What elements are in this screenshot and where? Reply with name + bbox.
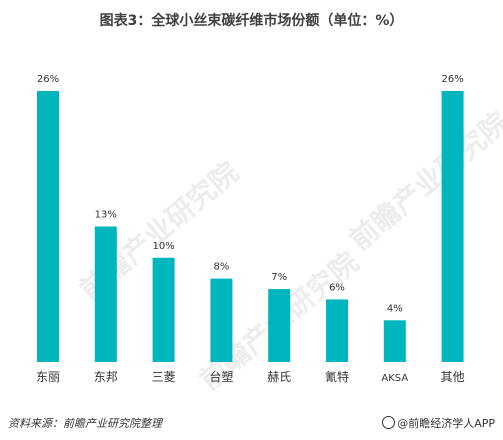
- category-label-2: 三菱: [152, 370, 176, 384]
- data-label-2: 10%: [152, 241, 174, 252]
- category-label-3: 台塑: [209, 369, 233, 384]
- bar-5: [326, 299, 348, 362]
- credit-text: @前瞻经济学人APP: [397, 417, 495, 430]
- data-label-3: 8%: [213, 262, 229, 273]
- category-label-0: 东丽: [36, 370, 60, 384]
- chart-title: 图表3：全球小丝束碳纤维市场份额（单位：%）: [99, 13, 404, 29]
- data-label-7: 26%: [441, 74, 463, 85]
- bar-2: [152, 257, 175, 362]
- bar-0: [37, 91, 59, 362]
- category-label-7: 其他: [441, 370, 465, 384]
- data-label-5: 6%: [329, 282, 345, 293]
- bar-7: [441, 91, 464, 362]
- data-label-4: 7%: [271, 272, 287, 283]
- credit: @前瞻经济学人APP: [382, 415, 495, 431]
- data-label-0: 26%: [37, 74, 59, 85]
- data-label-1: 13%: [95, 210, 117, 221]
- logo-icon: [382, 416, 396, 429]
- footer: [0, 408, 503, 440]
- category-label-1: 东邦: [94, 370, 118, 384]
- category-label-4: 赫氏: [267, 370, 291, 384]
- bar-4: [268, 289, 291, 362]
- bar-3: [210, 278, 233, 362]
- bar-6: [383, 320, 406, 362]
- category-label-5: 氰特: [325, 369, 349, 384]
- data-label-6: 4%: [387, 303, 403, 314]
- source-note: 资料来源：前瞻产业研究院整理: [8, 417, 162, 430]
- category-label-6: AKSA: [381, 373, 408, 384]
- bar-1: [94, 226, 117, 362]
